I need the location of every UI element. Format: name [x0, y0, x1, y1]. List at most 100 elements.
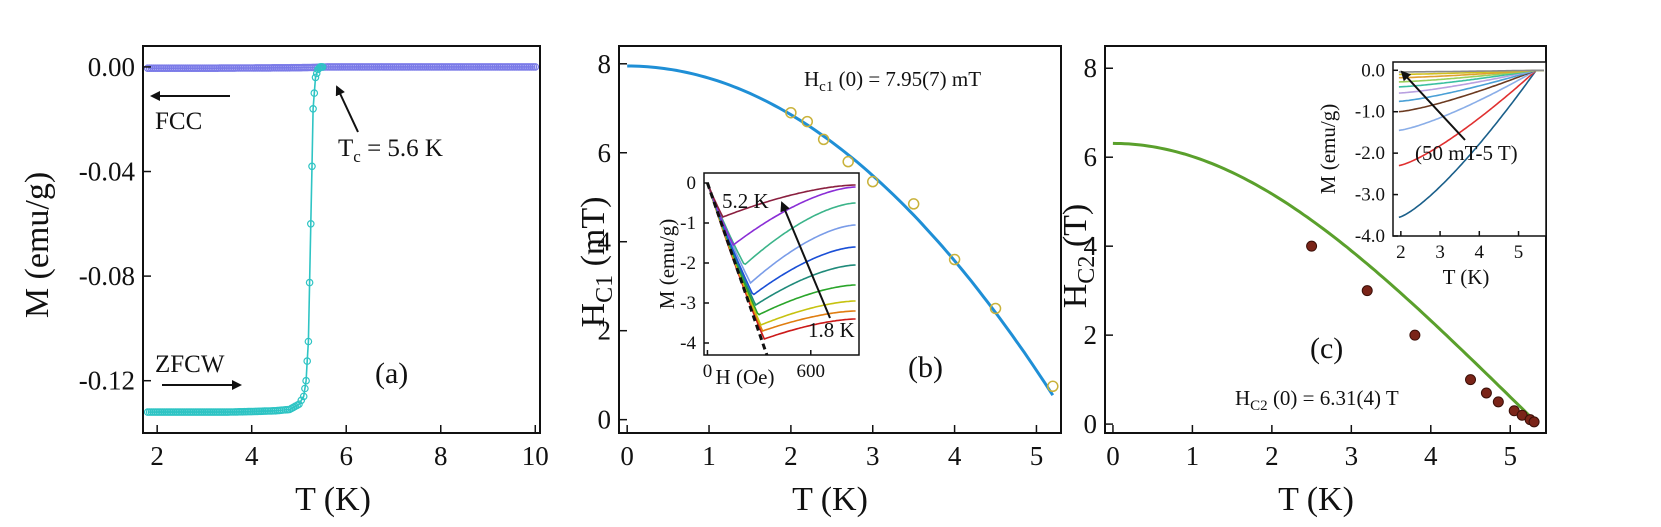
panel-c-ytick-label-0: 0 — [1084, 409, 1098, 439]
panel-b-inset-ytick-label-2: -2 — [680, 253, 696, 274]
zfcw-point-87 — [303, 357, 312, 365]
hc2-point-9 — [1528, 416, 1540, 428]
panel-b-xtick-label-4: 4 — [948, 441, 962, 471]
panel-c-ytick-label-4: 8 — [1084, 53, 1098, 83]
panel-c-inset-marks — [1398, 69, 1544, 219]
panel-c-ylabel: HC2 (T) — [1057, 204, 1100, 309]
zfcw-point-92 — [309, 105, 317, 113]
hc1-point-5 — [907, 198, 920, 210]
panel-c-inset-arrow — [1400, 70, 1466, 141]
panel-a-label: (a) — [375, 357, 408, 390]
panel-b-ylabel-sub: C1 — [592, 275, 618, 303]
panel-c-xlabel: T (K) — [1278, 481, 1354, 518]
zfcw-point-86 — [302, 376, 310, 385]
panel-a: 2 4 6 8 10 0.00 -0.04 -0.08 -0.12 M (emu/g) T (K… — [19, 45, 549, 518]
panel-c-inset-ylabel: M (emu/g) — [1316, 104, 1340, 194]
panel-c-ytick-label-1: 2 — [1084, 320, 1098, 350]
hc1-point-3 — [842, 155, 854, 168]
zfcw-point-85 — [301, 384, 309, 393]
panel-b-xlabel: T (K) — [792, 481, 868, 518]
panel-c-xtick-label-2: 2 — [1265, 441, 1279, 471]
tc-label-main: T — [338, 135, 353, 162]
hc2-point-1 — [1361, 285, 1373, 297]
panel-c-xtick-label-1: 1 — [1186, 441, 1200, 471]
panel-a-ylabel: M (emu/g) — [19, 172, 56, 318]
zfcw-point-83 — [297, 396, 306, 405]
panel-b-xtick-label-2: 2 — [784, 441, 798, 471]
panel-b-inset-arrow — [780, 201, 831, 319]
panel-c-xtick-label-4: 4 — [1424, 441, 1438, 471]
hc1-point-6 — [948, 253, 961, 266]
panel-b-ylabel-rest: (mT) — [575, 197, 612, 275]
panel-c-inset-xlabel: T (K) — [1443, 265, 1490, 289]
hc2-annotation: HC2 (0) = 6.31(4) T — [1235, 386, 1399, 414]
panel-a-xlabel: T (K) — [295, 481, 371, 518]
zfcw-point-88 — [304, 337, 313, 346]
panel-a-xtick-label-1: 4 — [245, 441, 259, 471]
hc1-fit-curve — [627, 64, 1055, 397]
zfcw-point-100 — [318, 63, 327, 71]
panel-a-xtick-label-0: 2 — [150, 441, 164, 471]
fcc-point-204 — [531, 63, 540, 71]
panel-b-inset-meissner-line — [706, 182, 769, 356]
fcc-label: FCC — [155, 108, 202, 135]
hc1-annotation-rest: (0) = 7.95(7) mT — [833, 67, 981, 91]
zfcw-point-89 — [305, 278, 314, 287]
hc2-annotation-rest: (0) = 6.31(4) T — [1268, 386, 1399, 410]
panel-a-ytick-label-1: -0.04 — [79, 157, 136, 187]
panel-a-frame — [142, 45, 541, 434]
panel-c-inset-curve-4 — [1398, 69, 1544, 103]
panel-c-inset-frame — [1392, 61, 1547, 237]
panel-c-inset-curve-10 — [1398, 69, 1544, 73]
panel-b-ytick-label-4: 8 — [598, 49, 612, 79]
zfcw-label: ZFCW — [155, 351, 225, 378]
panel-b-marks — [627, 64, 1059, 397]
panel-c-ylabel-main: H — [1057, 284, 1094, 309]
tc-arrow — [335, 85, 359, 133]
panel-c-frame — [1104, 45, 1547, 434]
hc2-point-3 — [1465, 374, 1477, 386]
panel-c-inset-ytick-label-4: -4.0 — [1355, 226, 1385, 247]
tc-label: Tc = 5.6 K — [338, 135, 443, 166]
panel-c-inset: 2 3 4 50.0-1.0-2.0-3.0-4.0 M (emu/g) T (K) … — [1316, 60, 1547, 289]
panel-c-inset-curve-0 — [1398, 69, 1544, 219]
panel-b-inset-curve-9 — [706, 182, 856, 219]
panel-b-inset-marks — [706, 182, 856, 356]
panel-b-inset: 0 600 0 -1 -2 -3 -4 M (emu/g) H (Oe) 5.2 K 1.8… — [655, 172, 860, 389]
panel-b-inset-annot-top: 5.2 K — [722, 189, 769, 213]
tc-label-sub: c — [353, 147, 361, 166]
panel-c-ylabel-sub: C2 — [1074, 256, 1100, 284]
hc2-point-2 — [1409, 329, 1421, 341]
panel-c-inset-xtick-label-2: 4 — [1475, 242, 1485, 263]
panel-b-frame — [618, 45, 1062, 434]
hc2-point-5 — [1492, 396, 1504, 408]
hc1-annotation-main: H — [804, 67, 819, 91]
panel-c-label: (c) — [1310, 332, 1343, 365]
panel-c-inset-curve-1 — [1398, 69, 1544, 167]
panel-c-inset-ytick-label-2: -2.0 — [1355, 143, 1385, 164]
panel-c-xtick-label-5: 5 — [1503, 441, 1517, 471]
panel-b-xtick-label-3: 3 — [866, 441, 880, 471]
panel-b-inset-ytick-label-3: -3 — [680, 293, 696, 314]
hc1-point-7 — [989, 302, 1002, 315]
zfcw-point-93 — [310, 89, 319, 97]
panel-c-inset-xtick-label-1: 3 — [1435, 242, 1445, 263]
panel-b-xtick-label-5: 5 — [1030, 441, 1044, 471]
panel-c-inset-xtick-label-3: 5 — [1514, 242, 1524, 263]
panel-b-inset-curve-7 — [706, 182, 856, 266]
panel-a-ytick-label-0: 0.00 — [88, 52, 135, 82]
hc2-point-0 — [1306, 240, 1318, 252]
hc2-point-4 — [1480, 387, 1492, 399]
panel-c-xtick-label-0: 0 — [1106, 441, 1120, 471]
panel-c-ytick-label-3: 6 — [1084, 142, 1098, 172]
panel-b-inset-xtick-label-1: 600 — [797, 361, 826, 382]
hc2-annotation-sub: C2 — [1250, 398, 1268, 414]
panel-c-inset-ytick-label-0: 0.0 — [1361, 60, 1385, 81]
hc1-annotation-sub: c1 — [819, 79, 833, 95]
panel-b-xtick-label-0: 0 — [620, 441, 634, 471]
panel-c-ylabel-rest: (T) — [1057, 204, 1094, 256]
panel-c-inset-annot: (50 mT-5 T) — [1415, 141, 1518, 165]
hc1-point-1 — [801, 115, 814, 128]
